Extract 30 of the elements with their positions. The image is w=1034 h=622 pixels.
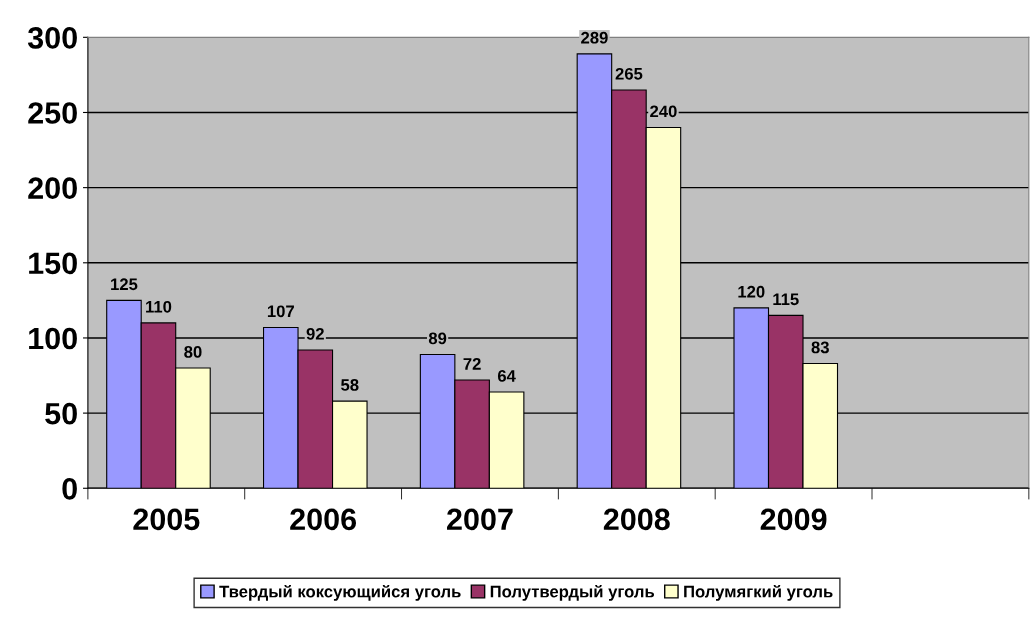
y-tick-label: 50 — [45, 402, 77, 425]
data-label: 80 — [184, 345, 202, 358]
data-label: 115 — [773, 293, 799, 306]
y-tick-label: 150 — [29, 252, 77, 275]
y-tick-label: 200 — [28, 177, 77, 200]
x-tick-label: 2009 — [760, 508, 827, 531]
data-label: 83 — [811, 341, 829, 354]
data-label: 89 — [428, 332, 447, 345]
legend-label: Полумягкий уголь — [684, 584, 833, 601]
y-tick-label: 250 — [28, 102, 77, 124]
data-label: 289 — [581, 31, 608, 44]
data-label: 58 — [341, 379, 359, 391]
x-tick-label: 2007 — [447, 508, 513, 531]
data-label: 125 — [111, 278, 138, 291]
x-tick-label: 2005 — [133, 508, 200, 531]
data-label: 240 — [650, 105, 677, 118]
data-label: 107 — [267, 305, 294, 318]
legend-label: Твердый коксующийся уголь — [219, 584, 461, 601]
data-label: 110 — [146, 300, 172, 313]
y-tick-label: 300 — [27, 27, 77, 49]
y-tick-label: 0 — [62, 478, 77, 500]
data-label: 72 — [463, 358, 481, 370]
y-tick-label: 100 — [29, 327, 77, 350]
data-label: 64 — [497, 370, 516, 382]
data-label: 265 — [615, 67, 643, 80]
legend-label: Полутвердый уголь — [490, 584, 655, 601]
x-tick-label: 2008 — [603, 508, 670, 531]
x-tick-label: 2006 — [290, 508, 357, 531]
data-label: 92 — [306, 327, 324, 340]
data-label: 120 — [738, 285, 765, 298]
